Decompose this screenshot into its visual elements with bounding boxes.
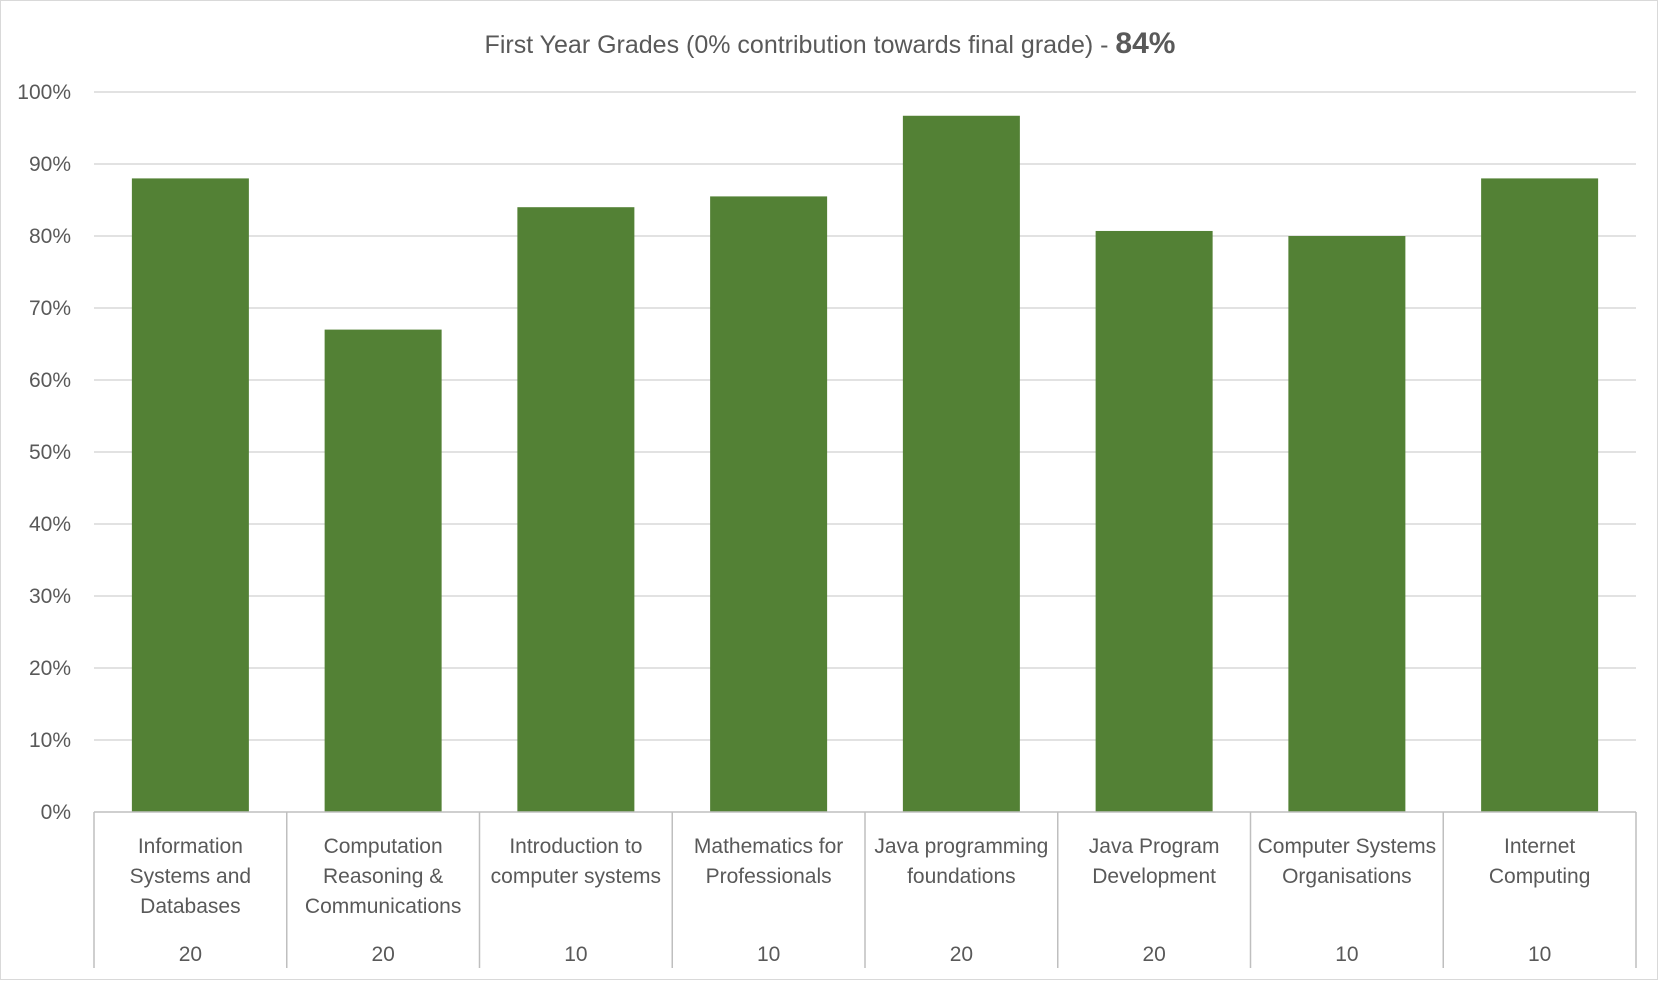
x-category-label: Information Systems and Databases: [130, 835, 251, 918]
y-tick-label: 100%: [17, 81, 71, 104]
x-category-credits: 20: [179, 943, 202, 966]
y-tick-label: 40%: [29, 513, 71, 536]
x-category-label: Computer Systems Organisations: [1258, 835, 1437, 888]
y-tick-label: 50%: [29, 441, 71, 464]
y-axis-ticks: 0% 10% 20% 30% 40% 50% 60% 70% 80% 90% 100%: [17, 81, 71, 824]
y-tick-label: 20%: [29, 657, 71, 680]
y-tick-label: 60%: [29, 369, 71, 392]
x-category-label: Internet Computing: [1489, 835, 1591, 888]
x-category-label: Computation Reasoning & Communications: [305, 835, 461, 918]
x-category-credits: 10: [564, 943, 587, 966]
bars: [131, 115, 1599, 812]
bar: [131, 178, 249, 812]
bar: [710, 196, 828, 812]
x-axis-categories: Information Systems and Databases 20 Computa…: [130, 835, 1591, 966]
x-category-credits: 20: [950, 943, 973, 966]
x-category-credits: 20: [1142, 943, 1165, 966]
y-tick-label: 10%: [29, 729, 71, 752]
x-category-credits: 10: [757, 943, 780, 966]
bar: [1481, 178, 1599, 812]
y-tick-label: 80%: [29, 225, 71, 248]
x-category-label: Java programming foundations: [874, 835, 1048, 888]
chart-title-text: First Year Grades (0% contribution towar…: [485, 31, 1116, 59]
y-tick-label: 70%: [29, 297, 71, 320]
x-category-label: Mathematics for Professionals: [694, 835, 843, 888]
x-category-credits: 10: [1335, 943, 1358, 966]
x-category-credits: 20: [371, 943, 394, 966]
y-tick-label: 30%: [29, 585, 71, 608]
bar: [1288, 236, 1406, 812]
bar: [1095, 230, 1213, 812]
x-category-credits: 10: [1528, 943, 1551, 966]
bar: [324, 329, 442, 812]
bar: [517, 207, 635, 812]
y-tick-label: 90%: [29, 153, 71, 176]
x-category-label: Java Program Development: [1089, 835, 1220, 888]
x-category-label: Introduction to computer systems: [491, 835, 661, 888]
chart-title: First Year Grades (0% contribution towar…: [485, 27, 1176, 60]
x-axis: [93, 811, 1637, 968]
bar: [902, 115, 1020, 812]
chart-title-value: 84%: [1115, 27, 1175, 60]
y-tick-label: 0%: [41, 801, 71, 824]
